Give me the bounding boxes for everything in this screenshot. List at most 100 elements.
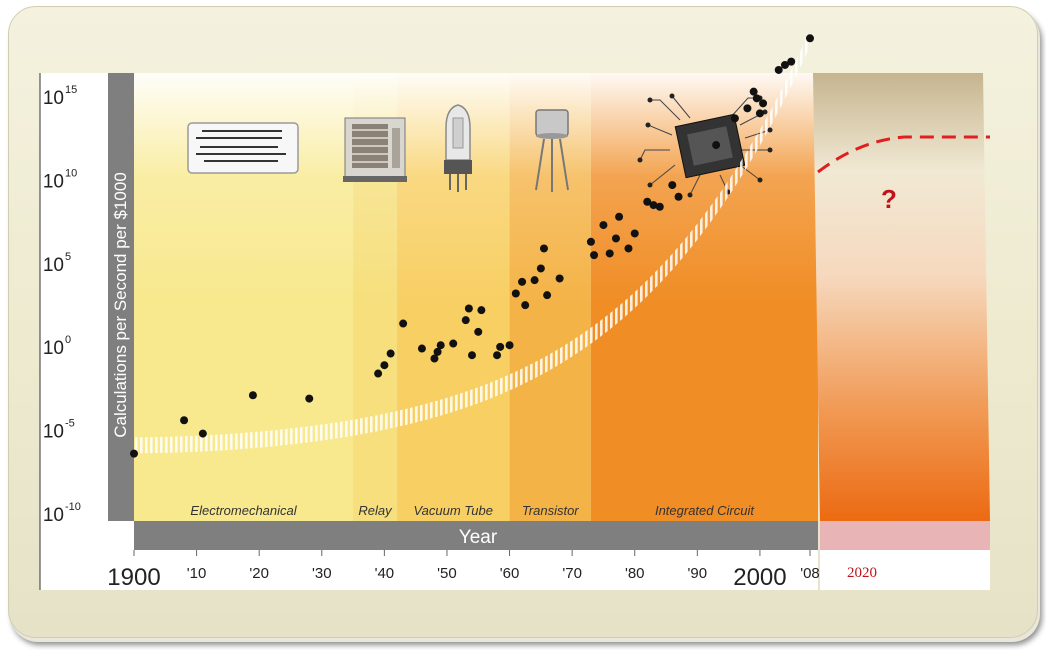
y-tick-label: 10 — [43, 338, 64, 359]
data-point — [130, 449, 138, 458]
data-point — [380, 361, 389, 370]
data-point — [649, 201, 658, 210]
data-point — [530, 276, 539, 285]
x-axis-label: Year — [459, 527, 498, 548]
data-point — [774, 65, 783, 74]
data-point — [630, 229, 639, 238]
data-point — [536, 264, 545, 273]
data-point — [643, 197, 652, 206]
data-point — [436, 341, 445, 350]
projection-panel — [813, 73, 990, 521]
x-tick-label: '90 — [688, 565, 708, 582]
data-point — [386, 349, 395, 358]
data-point — [496, 342, 505, 351]
data-point — [749, 87, 758, 96]
x-tick-label: '70 — [562, 565, 582, 582]
data-point — [752, 94, 761, 103]
x-tick-label: '60 — [500, 565, 520, 582]
y-tick-label: 10 — [43, 422, 64, 443]
transistor-icon — [535, 109, 569, 192]
data-point — [474, 327, 483, 336]
data-point — [305, 394, 314, 403]
data-point — [468, 351, 476, 360]
data-point — [615, 212, 624, 221]
data-point — [521, 301, 530, 310]
x-tick-label: '10 — [187, 565, 207, 582]
integrated-circuit-icon — [637, 93, 773, 198]
data-point — [449, 339, 458, 348]
y-tick-label: 10 — [43, 171, 64, 192]
data-point — [605, 249, 614, 258]
data-point — [730, 114, 739, 123]
data-point — [399, 319, 408, 328]
data-point — [464, 304, 473, 313]
data-point — [248, 391, 257, 400]
data-point — [539, 244, 548, 253]
data-point — [430, 354, 439, 363]
data-point — [743, 104, 752, 113]
era-label: Integrated Circuit — [655, 503, 755, 518]
data-point — [590, 251, 599, 260]
data-point — [374, 369, 383, 378]
data-point — [668, 181, 677, 190]
y-tick-exponent: 15 — [65, 84, 77, 96]
data-point — [655, 202, 664, 211]
data-points — [130, 34, 814, 458]
data-point — [780, 60, 789, 69]
punch-card-icon — [187, 122, 299, 174]
projection-dashed-curve — [817, 135, 990, 174]
projection-axis-backdrop — [820, 550, 990, 590]
relay-icon — [343, 117, 407, 182]
y-axis-label: Calculations per Second per $1000 — [111, 172, 130, 438]
data-point — [586, 237, 595, 246]
vacuum-tube-icon — [444, 104, 472, 192]
y-tick-label: 10 — [43, 88, 64, 109]
projection-region: ? 2020 — [813, 73, 990, 590]
y-tick-exponent: 0 — [65, 334, 71, 346]
data-point — [493, 351, 502, 360]
data-point — [198, 429, 207, 438]
x-tick-label: '08 — [800, 565, 820, 582]
data-point — [712, 141, 721, 150]
x-ticks: 1900 '10 '20 '30 '40 '50 '60 '70 '80 '90 2000 '08 — [107, 550, 820, 591]
projection-question-mark: ? — [881, 184, 897, 214]
x-tick-label: '50 — [437, 565, 457, 582]
data-point — [543, 291, 552, 300]
y-tick-label: 10 — [43, 505, 64, 526]
era-label: Electromechanical — [190, 503, 297, 518]
projection-axis-bar — [820, 521, 990, 550]
x-axis-bar — [134, 521, 818, 550]
era-label: Vacuum Tube — [413, 503, 493, 518]
plot-top-fade — [134, 73, 818, 303]
data-point — [787, 57, 796, 66]
data-point — [674, 192, 683, 201]
x-tick-label: 1900 — [107, 564, 160, 591]
era-labels: Electromechanical Relay Vacuum Tube Transis… — [190, 503, 755, 518]
x-tick-label: '20 — [249, 565, 269, 582]
x-tick-label: '40 — [375, 565, 395, 582]
y-tick-exponent: -10 — [65, 501, 81, 513]
data-point — [518, 277, 527, 286]
data-point — [511, 289, 520, 298]
data-point — [555, 274, 564, 283]
data-point — [806, 34, 814, 43]
y-tick-exponent: 10 — [65, 167, 77, 179]
era-label: Transistor — [522, 503, 579, 518]
y-axis-bar — [108, 73, 134, 521]
era-label: Relay — [358, 503, 393, 518]
x-tick-label: 2000 — [733, 564, 786, 591]
data-point — [759, 99, 768, 108]
data-point — [461, 316, 470, 325]
y-tick-exponent: -5 — [65, 418, 75, 430]
data-point — [611, 234, 620, 243]
data-point — [505, 341, 514, 350]
projection-year-label: 2020 — [847, 565, 877, 581]
data-point — [433, 347, 442, 356]
data-point — [755, 109, 764, 118]
data-point — [180, 416, 189, 425]
data-point — [599, 221, 608, 230]
y-tick-label: 10 — [43, 255, 64, 276]
y-tick-exponent: 5 — [65, 251, 71, 263]
